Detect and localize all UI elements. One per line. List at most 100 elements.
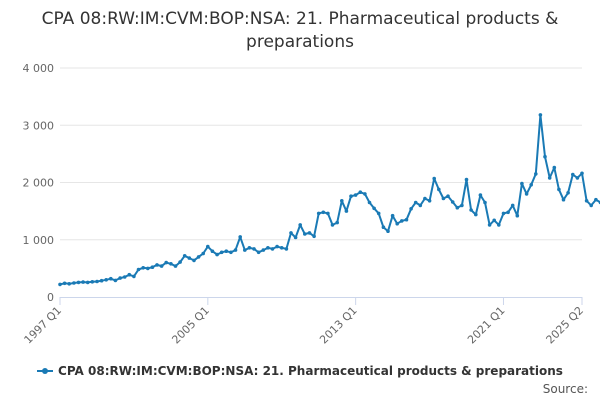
data-point[interactable] (113, 278, 118, 283)
data-point[interactable] (164, 260, 168, 265)
legend[interactable]: CPA 08:RW:IM:CVM:BOP:NSA: 21. Pharmaceut… (0, 364, 600, 378)
data-point[interactable] (469, 208, 473, 212)
data-point[interactable] (395, 221, 400, 226)
data-point[interactable] (201, 251, 205, 256)
data-point[interactable] (187, 256, 192, 260)
data-point[interactable] (363, 192, 367, 196)
data-point[interactable] (367, 200, 372, 205)
data-point[interactable] (571, 172, 575, 177)
data-point[interactable] (150, 265, 155, 270)
data-point[interactable] (584, 199, 589, 203)
data-point[interactable] (210, 249, 215, 253)
data-point[interactable] (219, 250, 224, 255)
data-point[interactable] (303, 232, 307, 236)
data-point[interactable] (358, 190, 363, 194)
data-point[interactable] (99, 278, 104, 283)
data-point[interactable] (437, 187, 441, 192)
data-point[interactable] (215, 252, 219, 257)
data-point[interactable] (455, 205, 460, 210)
data-point[interactable] (233, 248, 238, 252)
data-point[interactable] (192, 258, 196, 263)
data-point[interactable] (446, 194, 450, 198)
data-point[interactable] (409, 207, 413, 211)
data-point[interactable] (270, 247, 275, 251)
data-point[interactable] (441, 196, 446, 201)
data-point[interactable] (261, 248, 266, 252)
data-point[interactable] (247, 246, 252, 250)
data-point[interactable] (316, 211, 321, 216)
data-point[interactable] (307, 231, 312, 235)
data-point[interactable] (423, 196, 427, 201)
data-point[interactable] (372, 206, 376, 211)
data-point[interactable] (561, 197, 566, 202)
data-point[interactable] (529, 183, 533, 187)
data-point[interactable] (196, 255, 201, 259)
data-point[interactable] (293, 235, 298, 240)
data-point[interactable] (404, 217, 409, 222)
data-point[interactable] (266, 246, 270, 250)
data-point[interactable] (72, 281, 76, 285)
data-point[interactable] (298, 223, 303, 227)
data-point[interactable] (390, 213, 395, 218)
data-point[interactable] (501, 211, 506, 216)
data-point[interactable] (252, 247, 256, 251)
data-point[interactable] (353, 193, 358, 197)
data-point[interactable] (483, 200, 487, 205)
data-point[interactable] (381, 225, 386, 229)
data-point[interactable] (413, 200, 418, 205)
data-point[interactable] (81, 280, 85, 284)
data-point[interactable] (497, 223, 501, 227)
data-point[interactable] (335, 220, 340, 225)
data-point[interactable] (547, 176, 552, 180)
data-point[interactable] (478, 193, 483, 197)
data-point[interactable] (492, 218, 497, 223)
data-point[interactable] (238, 235, 242, 239)
series-line[interactable] (59, 113, 600, 286)
data-point[interactable] (557, 187, 561, 192)
data-point[interactable] (312, 234, 316, 239)
data-point[interactable] (275, 244, 279, 249)
data-point[interactable] (146, 266, 150, 271)
data-point[interactable] (552, 165, 557, 170)
data-point[interactable] (534, 172, 538, 176)
data-point[interactable] (173, 264, 178, 268)
data-point[interactable] (159, 264, 164, 268)
data-point[interactable] (104, 278, 108, 282)
data-point[interactable] (376, 211, 381, 216)
data-point[interactable] (58, 282, 62, 287)
data-point[interactable] (386, 229, 390, 233)
data-point[interactable] (520, 181, 524, 186)
data-point[interactable] (400, 219, 404, 223)
data-point[interactable] (256, 250, 261, 255)
data-point[interactable] (589, 203, 593, 208)
data-point[interactable] (515, 213, 520, 218)
data-point[interactable] (330, 223, 335, 227)
data-point[interactable] (464, 177, 469, 182)
data-point[interactable] (279, 246, 284, 250)
data-point[interactable] (344, 209, 349, 213)
data-point[interactable] (487, 223, 492, 227)
data-point[interactable] (182, 254, 187, 258)
data-point[interactable] (141, 266, 145, 270)
data-point[interactable] (178, 260, 182, 264)
data-point[interactable] (169, 262, 173, 266)
data-point[interactable] (506, 210, 510, 215)
data-point[interactable] (427, 199, 432, 203)
data-point[interactable] (109, 276, 113, 281)
data-point[interactable] (90, 280, 95, 284)
data-point[interactable] (474, 212, 478, 217)
data-point[interactable] (136, 267, 141, 272)
data-point[interactable] (118, 276, 122, 280)
data-point[interactable] (418, 203, 423, 208)
data-point[interactable] (229, 250, 233, 255)
data-point[interactable] (450, 200, 455, 204)
data-point[interactable] (321, 210, 326, 215)
data-point[interactable] (122, 275, 127, 279)
data-point[interactable] (594, 197, 598, 202)
data-point[interactable] (580, 171, 584, 176)
data-point[interactable] (289, 231, 293, 235)
data-point[interactable] (62, 281, 67, 286)
data-point[interactable] (566, 191, 570, 195)
data-point[interactable] (76, 280, 81, 285)
data-point[interactable] (432, 176, 437, 181)
